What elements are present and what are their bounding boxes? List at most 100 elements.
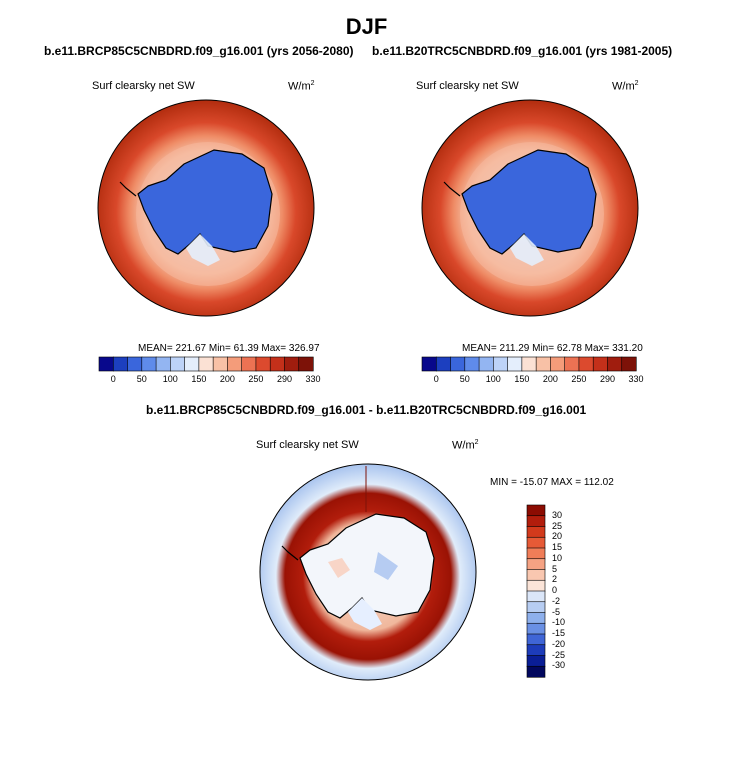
- diff-variable: Surf clearsky net SW: [256, 439, 359, 451]
- panel-2-colorbar-box: [578, 356, 594, 372]
- panel-1-stats: MEAN= 221.67 Min= 61.39 Max= 326.97: [138, 343, 320, 354]
- diff-colorbar-tick: -25: [552, 649, 566, 660]
- panel-1-colorbar-box: [184, 356, 200, 372]
- diff-colorbar-tick: -30: [552, 660, 566, 671]
- panel-1-variable: Surf clearsky net SW: [92, 80, 195, 92]
- panel-2-colorbar-tick: 100: [485, 374, 501, 384]
- diff-colorbar-box: [526, 504, 546, 517]
- diff-colorbar-tick: 30: [552, 509, 563, 520]
- panel-2-title: b.e11.B20TRC5CNBDRD.f09_g16.001 (yrs 198…: [372, 44, 673, 58]
- panel-1-colorbar: [98, 356, 314, 372]
- panel-2-colorbar-tick: 250: [571, 374, 587, 384]
- diff-colorbar-tick: 2: [552, 574, 558, 585]
- panel-2-colorbar-box: [450, 356, 466, 372]
- panel-2-colorbar: [421, 356, 637, 372]
- panel-1-antarctica: [137, 149, 273, 255]
- panel-2-colorbar-tick: 0: [433, 374, 439, 384]
- diff-colorbar-box: [526, 526, 546, 538]
- panel-1-colorbar-tick: 50: [136, 374, 147, 384]
- diff-colorbar-box: [526, 590, 546, 603]
- panel-2-colorbar-box: [592, 356, 609, 372]
- panel-2-colorbar-box: [464, 356, 480, 372]
- panel-2-colorbar-box: [564, 356, 580, 372]
- diff-colorbar-tick: -15: [552, 628, 566, 638]
- panel-1-colorbar-box: [98, 356, 114, 372]
- panel-1-colorbar-box: [212, 356, 228, 372]
- diff-colorbar-tick: 0: [552, 585, 558, 595]
- panel-2-colorbar-tick: 330: [628, 374, 644, 384]
- panel-1-colorbar-box: [170, 356, 186, 372]
- panel-1-colorbar-box: [141, 356, 157, 372]
- diff-colorbar: [526, 504, 546, 678]
- panel-2-colorbar-box: [607, 356, 623, 372]
- figure-title: DJF: [345, 14, 388, 39]
- panel-1-colorbar-tick: 0: [110, 374, 116, 384]
- panel-2-colorbar-box: [550, 356, 566, 372]
- diff-colorbar-tick: -20: [552, 638, 566, 649]
- panel-1-colorbar-box: [255, 356, 271, 372]
- diff-colorbar-box: [526, 633, 546, 646]
- panel-1-colorbar-tick: 330: [305, 374, 321, 384]
- diff-colorbar-box: [526, 558, 546, 571]
- panel-1-colorbar-box: [298, 356, 314, 372]
- diff-colorbar-tick: 15: [552, 542, 563, 552]
- panel-2-colorbar-box: [421, 356, 437, 372]
- diff-colorbar-box: [526, 622, 546, 635]
- panel-1-colorbar-labels: 0 50 100 150 200 250 290 330: [99, 374, 321, 386]
- diff-units: W/m2: [452, 439, 479, 452]
- panel-1-colorbar-tick: 250: [248, 374, 264, 384]
- diff-map: [259, 463, 477, 681]
- panel-1-colorbar-tick: 290: [276, 374, 293, 384]
- diff-colorbar-box: [526, 655, 546, 667]
- panel-1-colorbar-tick: 100: [162, 374, 178, 384]
- panel-1-colorbar-box: [269, 356, 286, 372]
- panel-2-map: [421, 99, 639, 317]
- panel-2-colorbar-box: [521, 356, 537, 372]
- panel-1-title: b.e11.BRCP85C5CNBDRD.f09_g16.001 (yrs 20…: [44, 44, 354, 58]
- panel-1-colorbar-box: [227, 356, 243, 372]
- diff-colorbar-box: [526, 536, 546, 549]
- diff-colorbar-tick: 10: [552, 552, 563, 563]
- diff-colorbar-box: [526, 547, 546, 560]
- diff-stats: MIN = -15.07 MAX = 112.02: [490, 477, 614, 488]
- panel-1-colorbar-box: [155, 356, 171, 372]
- panel-2-units: W/m2: [612, 80, 639, 93]
- panel-2-stats: MEAN= 211.29 Min= 62.78 Max= 331.20: [462, 343, 643, 354]
- diff-antarctica: [299, 513, 435, 619]
- diff-colorbar-tick: 20: [552, 531, 563, 542]
- panel-2-variable: Surf clearsky net SW: [416, 80, 519, 92]
- diff-colorbar-tick: 5: [552, 563, 558, 574]
- diff-colorbar-box: [526, 579, 546, 592]
- panel-2-colorbar-tick: 50: [459, 374, 470, 384]
- panel-1-colorbar-box: [241, 356, 257, 372]
- diff-colorbar-box: [526, 612, 546, 624]
- panel-2-colorbar-box: [535, 356, 551, 372]
- panel-2-colorbar-tick: 290: [599, 374, 616, 384]
- panel-1-units: W/m2: [288, 80, 315, 93]
- panel-2-colorbar-labels: 0 50 100 150 200 250 290 330: [422, 374, 644, 386]
- panel-1-colorbar-box: [284, 356, 300, 372]
- diff-colorbar-box: [526, 569, 546, 581]
- panel-2-antarctica: [461, 149, 597, 255]
- diff-colorbar-box: [526, 601, 546, 614]
- diff-colorbar-tick: -2: [552, 595, 561, 606]
- panel-2-colorbar-box: [507, 356, 523, 372]
- panel-2-colorbar-tick: 200: [542, 374, 558, 384]
- panel-1-colorbar-tick: 150: [191, 374, 207, 384]
- panel-1-colorbar-box: [127, 356, 143, 372]
- panel-1-colorbar-box: [112, 356, 129, 372]
- diff-colorbar-box: [526, 665, 546, 678]
- diff-colorbar-labels: 30 25 20 15 10 5 2 0 -2 -5 -10 -15 -20 -25 -30: [552, 505, 592, 677]
- diff-colorbar-box: [526, 644, 546, 657]
- panel-1-colorbar-tick: 200: [219, 374, 235, 384]
- diff-colorbar-tick: 25: [552, 520, 563, 531]
- panel-1-colorbar-box: [198, 356, 214, 372]
- panel-2-colorbar-box: [435, 356, 452, 372]
- diff-colorbar-tick: -5: [552, 606, 561, 617]
- panel-2-colorbar-box: [478, 356, 494, 372]
- panel-1-map: [97, 99, 315, 317]
- panel-2-colorbar-tick: 150: [514, 374, 530, 384]
- panel-2-colorbar-box: [493, 356, 509, 372]
- diff-colorbar-tick: -10: [552, 617, 566, 628]
- diff-title: b.e11.BRCP85C5CNBDRD.f09_g16.001 - b.e11…: [146, 403, 587, 417]
